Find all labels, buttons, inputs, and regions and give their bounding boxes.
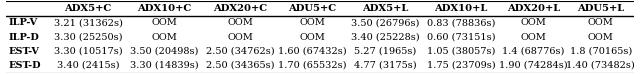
Text: OOM: OOM (151, 32, 177, 42)
Text: ADU5+L: ADU5+L (577, 4, 624, 13)
Text: EST-D: EST-D (8, 61, 41, 70)
Text: 3.30 (14839s): 3.30 (14839s) (130, 61, 198, 70)
Text: 1.90 (74284s): 1.90 (74284s) (499, 61, 568, 70)
Text: ILP-D: ILP-D (8, 32, 39, 42)
Text: OOM: OOM (588, 18, 614, 27)
Text: ADX10+L: ADX10+L (435, 4, 488, 13)
Text: EST-V: EST-V (8, 47, 39, 56)
Text: 1.75 (23709s): 1.75 (23709s) (427, 61, 495, 70)
Text: 5.27 (1965s): 5.27 (1965s) (354, 47, 416, 56)
Text: 0.60 (73151s): 0.60 (73151s) (427, 32, 495, 42)
Text: ILP-V: ILP-V (8, 18, 38, 27)
Text: ADX20+C: ADX20+C (213, 4, 268, 13)
Text: OOM: OOM (300, 32, 326, 42)
Text: ADX5+C: ADX5+C (65, 4, 111, 13)
Text: 3.40 (25228s): 3.40 (25228s) (351, 32, 419, 42)
Text: 3.30 (25250s): 3.30 (25250s) (54, 32, 122, 42)
Text: OOM: OOM (520, 18, 547, 27)
Text: OOM: OOM (227, 32, 253, 42)
Text: OOM: OOM (588, 32, 614, 42)
Text: 3.50 (26796s): 3.50 (26796s) (351, 18, 419, 27)
Text: 4.77 (3175s): 4.77 (3175s) (354, 61, 416, 70)
Text: 1.60 (67432s): 1.60 (67432s) (278, 47, 347, 56)
Text: ADX10+C: ADX10+C (137, 4, 191, 13)
Text: 0.83 (78836s): 0.83 (78836s) (427, 18, 495, 27)
Text: 3.50 (20498s): 3.50 (20498s) (130, 47, 198, 56)
Text: 2.50 (34365s): 2.50 (34365s) (206, 61, 275, 70)
Text: OOM: OOM (227, 18, 253, 27)
Text: 3.30 (10517s): 3.30 (10517s) (54, 47, 122, 56)
Text: 1.8 (70165s): 1.8 (70165s) (570, 47, 632, 56)
Text: 1.05 (38057s): 1.05 (38057s) (427, 47, 495, 56)
Text: 3.40 (2415s): 3.40 (2415s) (57, 61, 119, 70)
Text: 1.4 (68776s): 1.4 (68776s) (502, 47, 564, 56)
Text: 3.21 (31362s): 3.21 (31362s) (54, 18, 122, 27)
Text: OOM: OOM (520, 32, 547, 42)
Text: 2.50 (34762s): 2.50 (34762s) (206, 47, 275, 56)
Text: OOM: OOM (300, 18, 326, 27)
Text: OOM: OOM (151, 18, 177, 27)
Text: 1.40 (73482s): 1.40 (73482s) (566, 61, 635, 70)
Text: ADX5+L: ADX5+L (362, 4, 408, 13)
Text: ADU5+C: ADU5+C (289, 4, 337, 13)
Text: 1.70 (65532s): 1.70 (65532s) (278, 61, 347, 70)
Text: ADX20+L: ADX20+L (507, 4, 560, 13)
